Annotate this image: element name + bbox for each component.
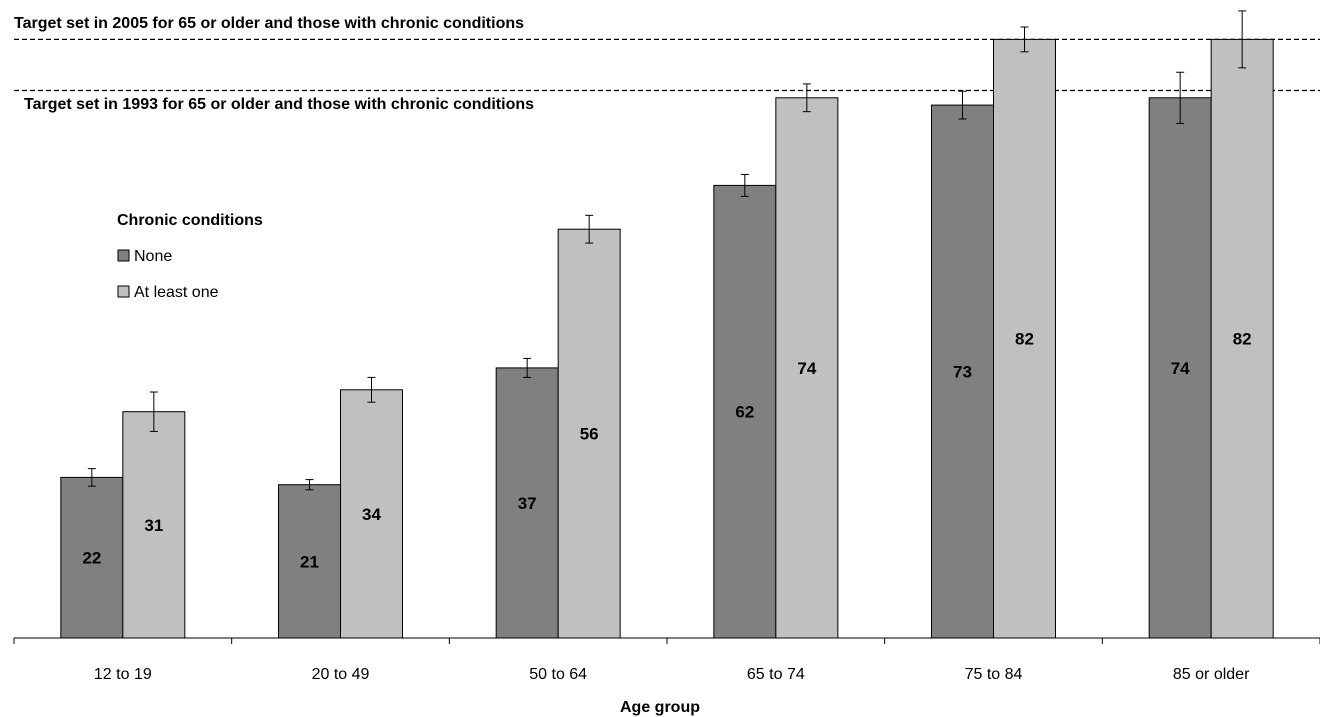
legend-label-at-least-one: At least one [134,284,219,301]
data-label-at-least-one-20-to-49: 34 [362,505,381,524]
data-label-none-20-to-49: 21 [300,552,319,571]
bar-at-least-one-20-to-49 [340,389,403,639]
legend-label-none: None [134,248,172,265]
error-bar-at-least-one-20-to-49 [367,376,376,403]
reference-line-2005-label: Target set in 2005 for 65 or older and t… [14,15,524,32]
data-labels-group: 22 31 21 34 37 56 62 74 73 82 74 82 [82,330,1251,572]
error-bar-none-20-to-49 [305,479,314,491]
x-tick-label-12-to-19: 12 to 19 [94,666,152,683]
error-bar-none-85-or-older [1176,71,1185,124]
bar-none-20-to-49 [278,484,341,639]
data-label-none-12-to-19: 22 [82,549,101,568]
x-tick-label-65-to-74: 65 to 74 [747,666,805,683]
bar-none-85-or-older [1148,97,1212,639]
x-tick-label-20-to-49: 20 to 49 [312,666,370,683]
error-bar-at-least-one-85-or-older [1238,10,1247,69]
x-axis-ticks [13,638,1320,644]
reference-line-1993-label: Target set in 1993 for 65 or older and t… [24,96,534,113]
data-label-none-50-to-64: 37 [518,494,537,513]
error-bar-at-least-one-12-to-19 [149,391,158,432]
data-label-none-85-or-older: 74 [1171,359,1190,378]
x-axis-tick-labels: 12 to 19 20 to 49 50 to 64 65 to 74 75 to 84… [94,666,1250,683]
error-bar-none-50-to-64 [523,357,532,378]
x-tick-label-50-to-64: 50 to 64 [529,666,587,683]
legend-swatch-none [117,249,130,262]
x-axis-title: Age group [620,699,700,716]
data-label-at-least-one-50-to-64: 56 [580,425,599,444]
error-bar-none-65-to-74 [740,173,749,197]
bar-none-12-to-19 [60,476,124,639]
legend-title: Chronic conditions [117,212,263,229]
error-bar-none-12-to-19 [87,468,96,487]
bar-none-75-to-84 [931,104,994,639]
x-tick-label-85-or-older: 85 or older [1173,666,1250,683]
data-label-none-65-to-74: 62 [735,403,754,422]
data-label-at-least-one-12-to-19: 31 [144,516,163,535]
error-bar-none-75-to-84 [958,90,967,120]
error-bar-at-least-one-75-to-84 [1020,26,1029,53]
bar-at-least-one-85-or-older [1210,38,1274,639]
legend-swatch-at-least-one [117,285,130,298]
bars-group [60,38,1274,639]
data-label-at-least-one-65-to-74: 74 [797,359,816,378]
error-bar-at-least-one-65-to-74 [802,83,811,113]
legend: Chronic conditions None At least one [117,212,263,301]
bar-at-least-one-50-to-64 [557,228,621,639]
bar-none-65-to-74 [713,184,777,639]
x-tick-label-75-to-84: 75 to 84 [965,666,1023,683]
data-label-at-least-one-75-to-84: 82 [1015,330,1034,349]
data-label-at-least-one-85-or-older: 82 [1233,330,1252,349]
error-bars-group [87,10,1247,491]
error-bar-at-least-one-50-to-64 [585,214,594,244]
data-label-none-75-to-84: 73 [953,363,972,382]
